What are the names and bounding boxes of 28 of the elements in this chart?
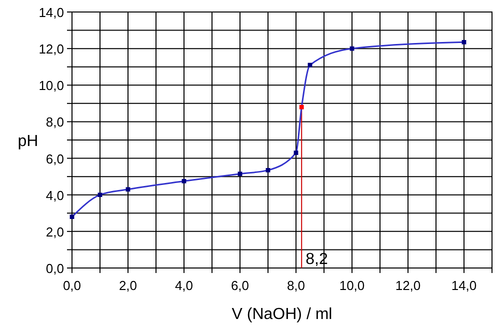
y-tick-label: 0,0 — [46, 261, 64, 276]
y-tick-label: 12,0 — [38, 42, 64, 57]
x-tick-label: 10,0 — [339, 278, 365, 293]
x-tick-label: 6,0 — [230, 278, 250, 293]
point — [462, 40, 466, 44]
x-tick-label: 2,0 — [118, 278, 138, 293]
point — [126, 187, 130, 192]
y-tick-label: 14,0 — [38, 5, 64, 20]
x-axis-title: V (NaOH) / ml — [232, 306, 332, 323]
y-tick-label: 2,0 — [46, 224, 64, 240]
y-axis-title: pH — [18, 133, 38, 150]
x-tick-label: 14,0 — [451, 278, 477, 293]
x-tick-label: 0,0 — [62, 278, 82, 293]
point — [98, 192, 102, 198]
point — [299, 104, 304, 110]
x-tick-label: 4,0 — [174, 278, 194, 293]
point — [266, 168, 270, 172]
point — [238, 172, 242, 176]
x-tick-label: 12,0 — [395, 278, 421, 293]
x-tick-label: 8,0 — [286, 278, 306, 293]
point — [294, 150, 298, 155]
point — [350, 46, 354, 51]
y-tick-label: 10,0 — [38, 78, 64, 94]
point — [70, 214, 74, 219]
y-tick-label: 8,0 — [46, 114, 64, 130]
point — [182, 178, 186, 184]
y-tick-label: 6,0 — [46, 151, 64, 166]
y-tick-label: 4,0 — [46, 188, 64, 203]
